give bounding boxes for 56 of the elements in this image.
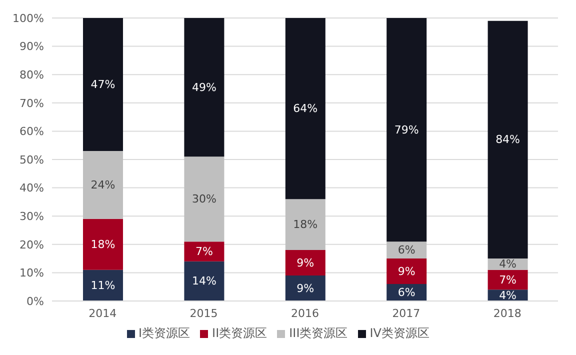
x-tick-label: 2017 (392, 306, 420, 320)
bar (386, 18, 427, 242)
data-label: 18% (90, 238, 116, 251)
data-label: 64% (293, 102, 318, 116)
data-label: 14% (192, 274, 216, 288)
y-tick-label: 90% (20, 40, 44, 54)
data-label: 4% (499, 258, 517, 271)
bar (386, 258, 427, 284)
bar (184, 261, 224, 301)
data-label: 7% (499, 273, 517, 286)
bar (488, 270, 528, 290)
bar (285, 250, 326, 276)
x-tick-label: 2014 (88, 306, 117, 320)
y-tick-label: 80% (20, 68, 44, 82)
x-tick-label: 2016 (291, 306, 319, 320)
bar (184, 18, 224, 157)
y-tick-label: 0% (26, 294, 44, 308)
y-tick-label: 20% (20, 238, 44, 252)
y-tick-label: 60% (20, 125, 44, 138)
legend-label: I类资源区 (138, 326, 190, 340)
data-label: 84% (496, 133, 520, 146)
legend-label: IV类资源区 (370, 326, 430, 340)
data-label: 6% (398, 244, 416, 257)
data-label: 7% (195, 244, 213, 258)
bar (184, 242, 224, 262)
data-label: 6% (398, 286, 416, 300)
data-label: 4% (499, 288, 517, 302)
y-tick-label: 70% (20, 96, 44, 110)
data-label: 79% (394, 123, 419, 136)
y-tick-label: 50% (20, 153, 44, 166)
bar (285, 199, 326, 250)
data-label: 49% (192, 80, 216, 94)
y-tick-label: 100% (12, 12, 44, 25)
y-tick-label: 40% (20, 182, 44, 195)
legend-label: II类资源区 (212, 326, 268, 340)
x-tick-label: 2015 (190, 306, 218, 320)
data-label: 47% (90, 78, 116, 92)
data-label: 9% (296, 256, 314, 270)
data-label: 30% (192, 192, 216, 206)
bar (83, 218, 123, 270)
data-label: 24% (90, 178, 116, 192)
y-tick-label: 30% (20, 210, 44, 224)
bar (285, 18, 326, 200)
bar (83, 270, 123, 301)
data-label: 9% (296, 282, 314, 295)
bar (488, 20, 528, 259)
x-tick-label: 2018 (493, 306, 522, 320)
data-label: 11% (90, 278, 116, 292)
bar (184, 156, 224, 242)
bar (285, 276, 326, 301)
legend-label: III类资源区 (289, 326, 348, 340)
data-label: 9% (398, 264, 416, 278)
bar (83, 18, 123, 152)
data-label: 18% (293, 218, 318, 232)
bar (83, 151, 123, 219)
y-tick-label: 10% (20, 266, 44, 280)
